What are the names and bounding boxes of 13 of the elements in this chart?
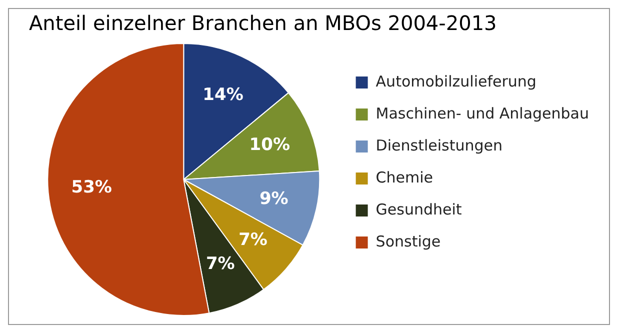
legend-label: Chemie: [376, 168, 434, 186]
legend-label: Maschinen- und Anlagenbau: [376, 104, 589, 122]
legend-label: Automobilzulieferung: [376, 72, 536, 90]
legend-label: Gesundheit: [376, 200, 462, 218]
data-label: 7%: [206, 254, 235, 274]
data-label: 10%: [249, 134, 290, 155]
legend-label: Sonstige: [376, 232, 441, 250]
data-label: 9%: [259, 189, 288, 210]
legend-label: Dienstleistungen: [376, 136, 502, 154]
chart-title: Anteil einzelner Branchen an MBOs 2004-2013: [29, 11, 497, 36]
data-label: 14%: [202, 85, 244, 106]
data-label: 7%: [238, 230, 268, 250]
data-label: 53%: [71, 178, 112, 198]
